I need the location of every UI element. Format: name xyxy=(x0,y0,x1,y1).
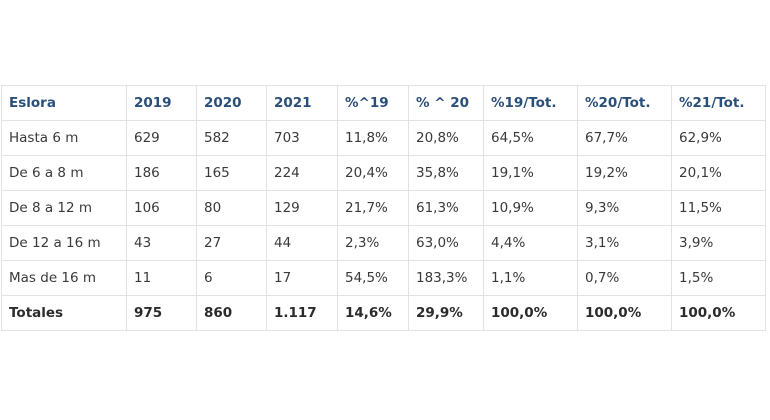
table-cell: De 6 a 8 m xyxy=(1,155,127,191)
table-row: Hasta 6 m 629 582 703 11,8% 20,8% 64,5% … xyxy=(1,120,766,156)
totals-cell: 100,0% xyxy=(483,295,578,331)
table-cell: 183,3% xyxy=(408,260,484,296)
table-cell: 19,2% xyxy=(577,155,672,191)
header-pct-20-tot: %20/Tot. xyxy=(577,85,672,121)
table-cell: 19,1% xyxy=(483,155,578,191)
totals-cell: 975 xyxy=(126,295,197,331)
table-cell: 165 xyxy=(196,155,267,191)
table-cell: 17 xyxy=(266,260,338,296)
table-cell: 27 xyxy=(196,225,267,261)
table-cell: 61,3% xyxy=(408,190,484,226)
totals-cell: 14,6% xyxy=(337,295,409,331)
table-cell: 21,7% xyxy=(337,190,409,226)
table-cell: 67,7% xyxy=(577,120,672,156)
table-cell: 3,9% xyxy=(671,225,766,261)
table-cell: 3,1% xyxy=(577,225,672,261)
table-cell: 9,3% xyxy=(577,190,672,226)
table-cell: 2,3% xyxy=(337,225,409,261)
totals-row: Totales 975 860 1.117 14,6% 29,9% 100,0%… xyxy=(1,295,766,331)
table-row: De 8 a 12 m 106 80 129 21,7% 61,3% 10,9%… xyxy=(1,190,766,226)
header-2019: 2019 xyxy=(126,85,197,121)
table-cell: 35,8% xyxy=(408,155,484,191)
table-cell: 80 xyxy=(196,190,267,226)
table-cell: 63,0% xyxy=(408,225,484,261)
table-row: Mas de 16 m 11 6 17 54,5% 183,3% 1,1% 0,… xyxy=(1,260,766,296)
table-cell: De 12 a 16 m xyxy=(1,225,127,261)
table-row: De 6 a 8 m 186 165 224 20,4% 35,8% 19,1%… xyxy=(1,155,766,191)
table-cell: Mas de 16 m xyxy=(1,260,127,296)
table-cell: 582 xyxy=(196,120,267,156)
header-2021: 2021 xyxy=(266,85,338,121)
table-cell: 0,7% xyxy=(577,260,672,296)
totals-label: Totales xyxy=(1,295,127,331)
table-cell: 6 xyxy=(196,260,267,296)
table-cell: 224 xyxy=(266,155,338,191)
table-cell: 64,5% xyxy=(483,120,578,156)
table-cell: 10,9% xyxy=(483,190,578,226)
table-cell: Hasta 6 m xyxy=(1,120,127,156)
header-pct-21-tot: %21/Tot. xyxy=(671,85,766,121)
table-cell: 1,5% xyxy=(671,260,766,296)
table-cell: 43 xyxy=(126,225,197,261)
header-pct-19: %^19 xyxy=(337,85,409,121)
table-cell: 11,5% xyxy=(671,190,766,226)
table-cell: 106 xyxy=(126,190,197,226)
header-eslora: Eslora xyxy=(1,85,127,121)
table-cell: 20,4% xyxy=(337,155,409,191)
table-cell: 11,8% xyxy=(337,120,409,156)
table-cell: 20,8% xyxy=(408,120,484,156)
table-cell: 129 xyxy=(266,190,338,226)
eslora-table-container: Eslora 2019 2020 2021 %^19 % ^ 20 %19/To… xyxy=(1,85,766,331)
table-cell: 703 xyxy=(266,120,338,156)
table-cell: 4,4% xyxy=(483,225,578,261)
eslora-table: Eslora 2019 2020 2021 %^19 % ^ 20 %19/To… xyxy=(1,85,766,331)
table-cell: 1,1% xyxy=(483,260,578,296)
totals-cell: 1.117 xyxy=(266,295,338,331)
table-cell: 11 xyxy=(126,260,197,296)
table-cell: 62,9% xyxy=(671,120,766,156)
table-cell: 186 xyxy=(126,155,197,191)
table-cell: 20,1% xyxy=(671,155,766,191)
table-cell: 54,5% xyxy=(337,260,409,296)
header-pct-19-tot: %19/Tot. xyxy=(483,85,578,121)
table-cell: 44 xyxy=(266,225,338,261)
header-pct-20: % ^ 20 xyxy=(408,85,484,121)
table-row: De 12 a 16 m 43 27 44 2,3% 63,0% 4,4% 3,… xyxy=(1,225,766,261)
totals-cell: 100,0% xyxy=(671,295,766,331)
header-2020: 2020 xyxy=(196,85,267,121)
totals-cell: 860 xyxy=(196,295,267,331)
header-row: Eslora 2019 2020 2021 %^19 % ^ 20 %19/To… xyxy=(1,85,766,121)
table-cell: 629 xyxy=(126,120,197,156)
table-cell: De 8 a 12 m xyxy=(1,190,127,226)
totals-cell: 29,9% xyxy=(408,295,484,331)
totals-cell: 100,0% xyxy=(577,295,672,331)
